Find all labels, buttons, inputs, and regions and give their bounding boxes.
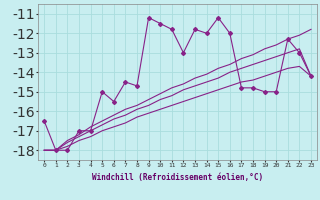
X-axis label: Windchill (Refroidissement éolien,°C): Windchill (Refroidissement éolien,°C) — [92, 173, 263, 182]
